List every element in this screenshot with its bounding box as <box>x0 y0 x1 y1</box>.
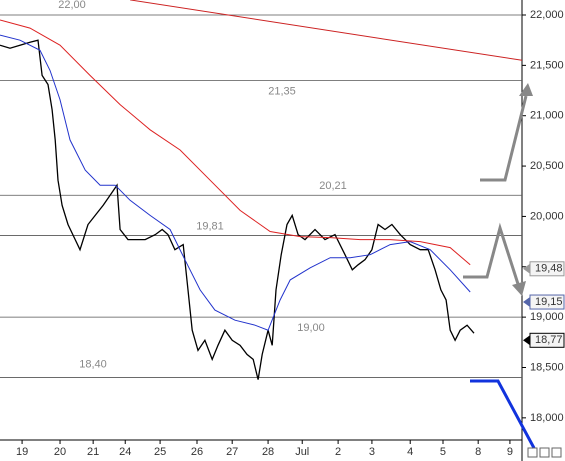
arrow <box>480 95 528 182</box>
x-tick-label: 28 <box>262 446 274 458</box>
level-label: 19,00 <box>297 322 325 334</box>
arrowhead <box>512 281 526 296</box>
level-label: 20,21 <box>319 180 347 192</box>
x-tick-label: 24 <box>119 446 131 458</box>
price-tag-label: 18,77 <box>535 334 563 346</box>
series-line <box>130 0 523 61</box>
y-tick-label: 20,500 <box>530 160 564 172</box>
price-tag-pointer <box>523 263 530 274</box>
x-tick-label: 8 <box>475 446 481 458</box>
level-label: 18,40 <box>79 358 107 370</box>
x-tick-label: 26 <box>191 446 203 458</box>
y-tick-label: 18,500 <box>530 361 564 373</box>
x-tick-label: 5 <box>440 446 446 458</box>
x-tick-label: 3 <box>369 446 375 458</box>
y-tick-label: 22,000 <box>530 9 564 21</box>
tool-button[interactable] <box>527 447 538 458</box>
arrow <box>470 379 536 449</box>
price-tag-label: 19,48 <box>535 263 563 275</box>
level-label: 21,35 <box>268 85 296 97</box>
price-tag-label: 19,15 <box>535 296 563 308</box>
x-tick-label: 9 <box>507 446 513 458</box>
y-tick-label: 20,000 <box>530 210 564 222</box>
x-tick-label: 2 <box>335 446 341 458</box>
x-tick-label: 25 <box>154 446 166 458</box>
x-tick-label: 20 <box>54 446 66 458</box>
tool-button[interactable] <box>539 447 550 458</box>
arrow <box>463 222 520 285</box>
toolbar <box>527 447 562 458</box>
x-tick-label: Jul <box>295 446 309 458</box>
price-tag-pointer <box>523 297 530 308</box>
level-label: 22,00 <box>58 0 86 11</box>
x-tick-label: 19 <box>16 446 28 458</box>
x-tick-label: 4 <box>407 446 413 458</box>
y-tick-label: 18,000 <box>530 412 564 424</box>
series-line <box>0 34 471 331</box>
y-tick-label: 21,000 <box>530 110 564 122</box>
arrowhead <box>519 83 533 96</box>
tool-button[interactable] <box>551 447 562 458</box>
plot-area <box>0 0 522 440</box>
y-tick-label: 19,000 <box>530 311 564 323</box>
x-tick-label: 21 <box>87 446 99 458</box>
y-tick-label: 21,500 <box>530 59 564 71</box>
price-tag-pointer <box>523 335 530 346</box>
x-tick-label: 27 <box>226 446 238 458</box>
level-label: 19,81 <box>196 220 224 232</box>
series-line <box>0 19 471 266</box>
series-line <box>0 39 475 380</box>
